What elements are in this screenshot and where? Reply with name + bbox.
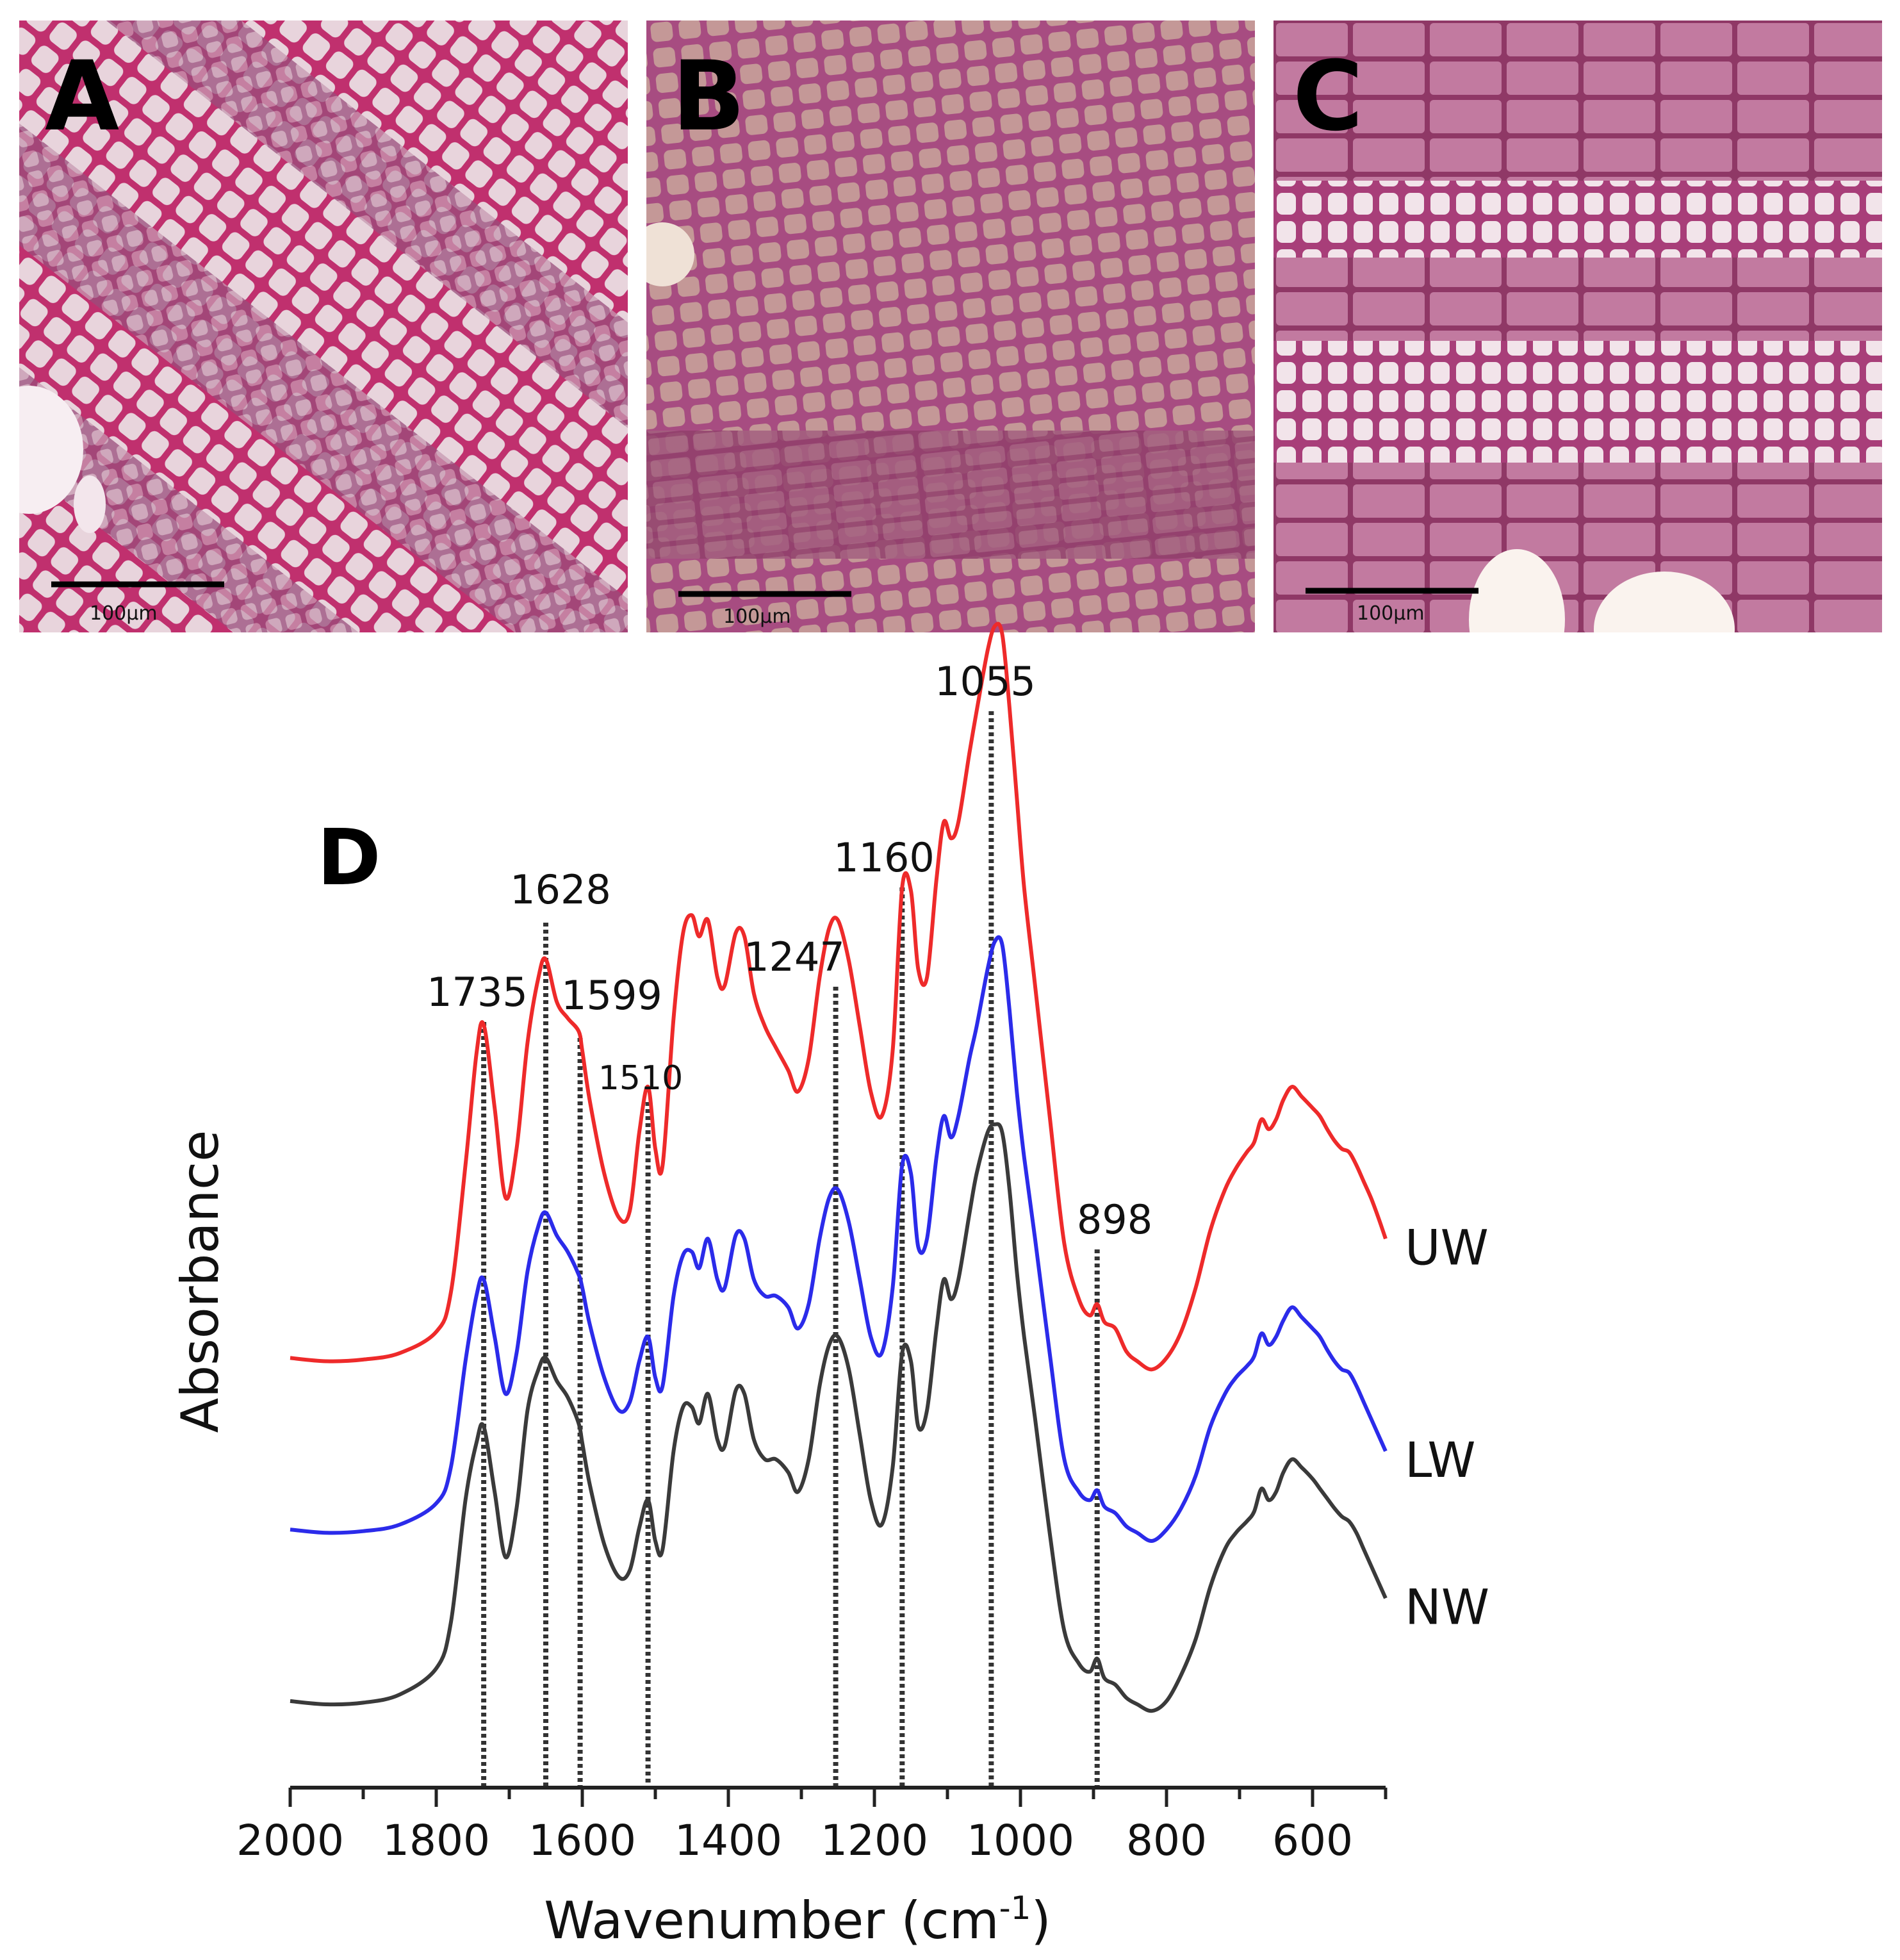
peak-label-898: 898 — [1077, 1196, 1152, 1243]
scale-text-c: 100μm — [1357, 602, 1425, 625]
micrograph-panel-c: C 100μm — [1273, 21, 1882, 632]
micrograph-c-image: C 100μm — [1273, 21, 1882, 632]
panel-letter-b: B — [672, 41, 745, 152]
panel-letter-c: C — [1293, 41, 1363, 152]
x-tick-label: 1800 — [382, 1816, 490, 1865]
x-tick-label: 1600 — [528, 1816, 636, 1865]
series-label-nw: NW — [1405, 1578, 1489, 1635]
scale-text-a: 100μm — [90, 602, 158, 625]
x-tick-label: 600 — [1272, 1816, 1353, 1865]
micrograph-a-image: A 100μm — [19, 21, 628, 632]
peak-label-1599: 1599 — [561, 972, 662, 1019]
x-axis: 2000 1800 1600 1400 1200 1000 800 600 — [236, 1786, 1388, 1865]
series-labels: UW LW NW — [1405, 1219, 1489, 1635]
micrograph-panel-b: B 100μm — [646, 21, 1255, 632]
peak-label-1735: 1735 — [427, 969, 528, 1016]
x-tick-label: 1400 — [675, 1816, 782, 1865]
peak-labels: 1735 1628 1599 1510 1247 1160 1055 898 — [427, 658, 1152, 1243]
series-label-lw: LW — [1405, 1431, 1476, 1488]
micrograph-panel-a: A 100μm — [19, 21, 628, 632]
peak-label-1628: 1628 — [510, 866, 611, 913]
series-label-uw: UW — [1405, 1219, 1489, 1276]
series-line-uw — [290, 622, 1388, 1372]
peak-label-1160: 1160 — [833, 834, 935, 881]
micrograph-b-image: B 100μm — [646, 21, 1255, 632]
x-tick-label: 1200 — [821, 1816, 928, 1865]
x-tick-label: 2000 — [236, 1816, 344, 1865]
series-line-nw — [290, 1122, 1388, 1713]
series-line-lw — [290, 935, 1388, 1543]
peak-label-1055: 1055 — [935, 658, 1036, 705]
peak-label-1510: 1510 — [598, 1059, 683, 1098]
peak-guide-lines — [481, 711, 1100, 1788]
x-tick-label: 800 — [1126, 1816, 1207, 1865]
x-axis-title: Wavenumber (cm-1) — [544, 1890, 1051, 1950]
panel-letter-d: D — [317, 814, 381, 903]
y-axis-title: Absorbance — [170, 1130, 230, 1433]
peak-label-1247: 1247 — [744, 934, 845, 980]
series-group — [290, 622, 1388, 1713]
scale-text-b: 100μm — [723, 605, 791, 628]
x-tick-label: 1000 — [967, 1816, 1074, 1865]
panel-letter-a: A — [45, 41, 119, 152]
